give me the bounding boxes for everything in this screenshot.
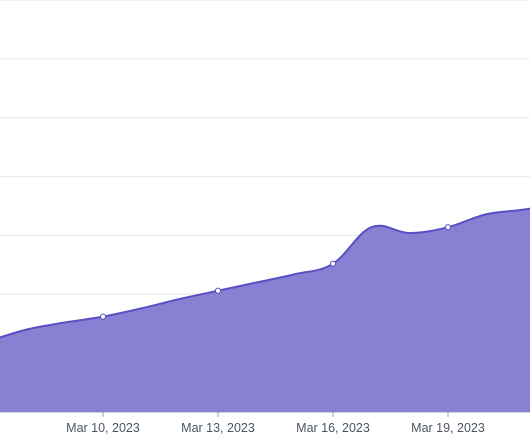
data-point-marker[interactable]: [329, 260, 337, 267]
x-tick-label: Mar 19, 2023: [411, 421, 485, 435]
series-area: [0, 207, 530, 412]
data-point-marker[interactable]: [444, 224, 452, 231]
series-markers: [99, 224, 452, 320]
series-area-fill: [0, 208, 530, 412]
data-point-marker[interactable]: [99, 313, 107, 320]
x-tick-label: Mar 13, 2023: [181, 421, 255, 435]
data-point-marker[interactable]: [214, 287, 222, 294]
series-line: [0, 207, 530, 339]
x-tick-label: Mar 10, 2023: [66, 421, 140, 435]
x-axis: Mar 10, 2023 Mar 13, 2023 Mar 16, 2023 Mar …: [0, 412, 530, 435]
x-tick-label: Mar 16, 2023: [296, 421, 370, 435]
